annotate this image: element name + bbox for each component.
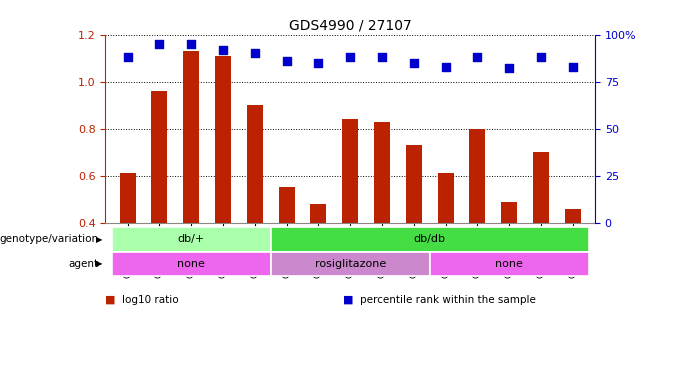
Bar — [247, 105, 262, 223]
Bar — [279, 187, 294, 223]
Bar — [565, 209, 581, 223]
Point — [281, 58, 292, 64]
Point — [472, 54, 483, 60]
Point — [567, 63, 578, 70]
Text: none: none — [177, 259, 205, 269]
Bar — [311, 204, 326, 223]
Title: GDS4990 / 27107: GDS4990 / 27107 — [289, 18, 411, 32]
Text: agent: agent — [69, 259, 99, 269]
Bar — [112, 252, 271, 276]
Text: percentile rank within the sample: percentile rank within the sample — [360, 295, 537, 305]
Point — [154, 41, 165, 47]
Point — [122, 54, 133, 60]
Text: ▶: ▶ — [95, 235, 102, 243]
Text: none: none — [495, 259, 523, 269]
Bar — [374, 122, 390, 223]
Text: log10 ratio: log10 ratio — [122, 295, 179, 305]
Bar — [271, 227, 589, 252]
Bar — [533, 152, 549, 223]
Point — [504, 65, 515, 71]
Text: ■: ■ — [105, 295, 116, 305]
Point — [409, 60, 420, 66]
Bar — [430, 252, 589, 276]
Point — [377, 54, 388, 60]
Text: rosiglitazone: rosiglitazone — [315, 259, 386, 269]
Point — [186, 41, 197, 47]
Point — [218, 46, 228, 53]
Point — [536, 54, 547, 60]
Point — [345, 54, 356, 60]
Bar — [501, 202, 517, 223]
Point — [250, 50, 260, 56]
Text: db/+: db/+ — [177, 234, 205, 244]
Text: ▶: ▶ — [95, 260, 102, 268]
Bar — [342, 119, 358, 223]
Bar — [152, 91, 167, 223]
Bar — [112, 227, 271, 252]
Point — [440, 63, 451, 70]
Bar — [406, 145, 422, 223]
Bar — [438, 173, 454, 223]
Bar — [215, 56, 231, 223]
Bar — [120, 173, 135, 223]
Point — [313, 60, 324, 66]
Text: ■: ■ — [343, 295, 354, 305]
Bar — [184, 51, 199, 223]
Bar — [469, 129, 486, 223]
Bar — [271, 252, 430, 276]
Text: db/db: db/db — [413, 234, 445, 244]
Text: genotype/variation: genotype/variation — [0, 234, 99, 244]
